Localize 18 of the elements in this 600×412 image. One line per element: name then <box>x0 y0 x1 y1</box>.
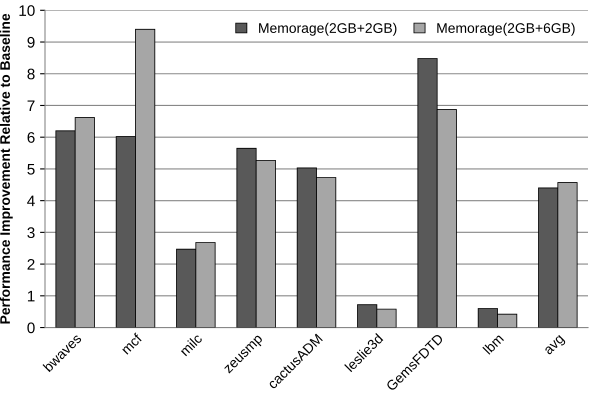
x-tick-label: avg <box>544 334 566 357</box>
y-tick-label: 6 <box>28 132 35 143</box>
x-tick-label: milc <box>179 332 203 356</box>
legend-label: Memorage(2GB+2GB) <box>259 22 396 36</box>
y-axis-title: Performance Improvement Relative to Baseline <box>0 14 13 324</box>
y-tick-label: 8 <box>27 68 35 80</box>
y-tick-label: 5 <box>27 164 35 175</box>
y-tick-label: 0 <box>27 322 35 334</box>
x-tick-label: mcf <box>120 332 143 355</box>
y-tick-label: 2 <box>28 258 35 270</box>
x-tick-label: lbm <box>482 333 504 355</box>
y-tick-label: 4 <box>27 196 35 206</box>
y-tick-label: 1 <box>28 290 35 302</box>
y-tick-label: 7 <box>28 100 35 112</box>
legend-label: Memorage(2GB+6GB) <box>437 22 575 36</box>
y-tick-label: 10 <box>19 5 35 16</box>
y-tick-label: 9 <box>28 36 35 48</box>
y-tick-label: 3 <box>27 227 35 238</box>
